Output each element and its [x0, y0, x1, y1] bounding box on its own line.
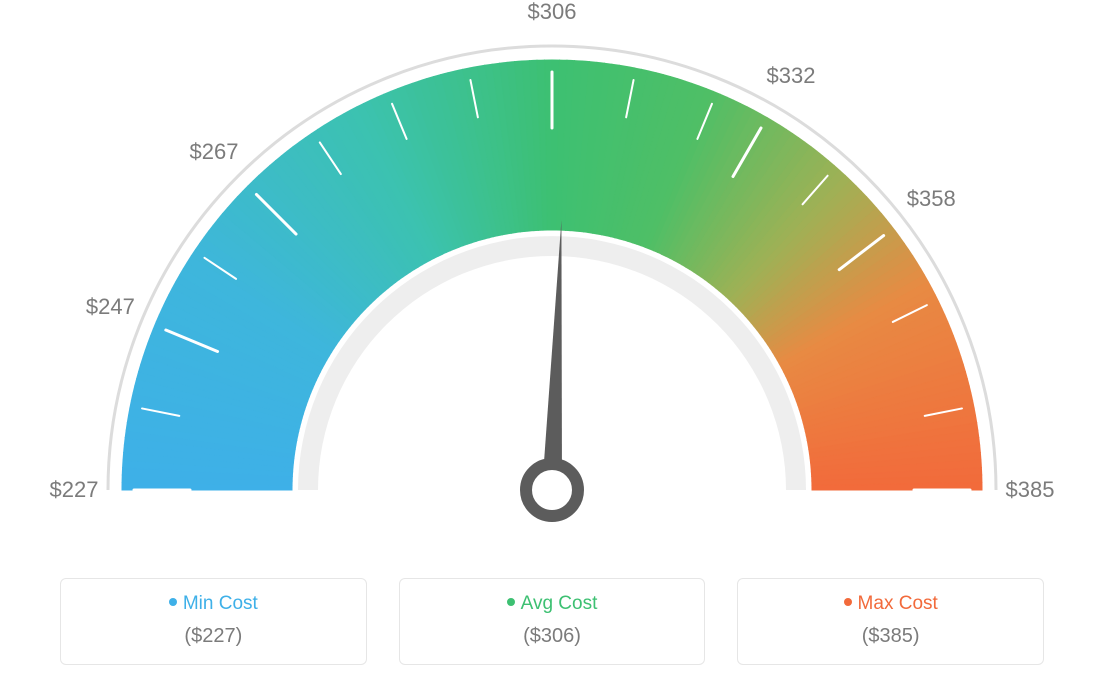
legend-label-text: Max Cost	[858, 593, 938, 614]
legend-label-text: Min Cost	[183, 593, 258, 614]
gauge-chart: $227 $247 $267 $306 $332 $358 $385	[0, 0, 1104, 560]
legend-label: Avg Cost	[400, 593, 705, 615]
legend-label: Max Cost	[738, 593, 1043, 615]
legend-item-avg: Avg Cost ($306)	[399, 578, 706, 665]
gauge-tick-label: $267	[190, 139, 239, 165]
legend-label: Min Cost	[61, 593, 366, 615]
legend-label-text: Avg Cost	[521, 593, 598, 614]
legend-value: ($385)	[738, 625, 1043, 648]
legend: Min Cost ($227) Avg Cost ($306) Max Cost…	[0, 578, 1104, 665]
legend-value: ($306)	[400, 625, 705, 648]
gauge-tick-label: $358	[907, 186, 956, 212]
gauge-tick-label: $332	[767, 63, 816, 89]
gauge-tick-label: $306	[528, 0, 577, 25]
legend-item-min: Min Cost ($227)	[60, 578, 367, 665]
legend-dot-icon	[844, 598, 852, 606]
legend-item-max: Max Cost ($385)	[737, 578, 1044, 665]
gauge-tick-label: $247	[86, 294, 135, 320]
gauge-tick-label: $385	[1006, 477, 1055, 503]
legend-dot-icon	[169, 598, 177, 606]
legend-value: ($227)	[61, 625, 366, 648]
gauge-tick-label: $227	[50, 477, 99, 503]
legend-dot-icon	[507, 598, 515, 606]
gauge-svg	[0, 0, 1104, 560]
